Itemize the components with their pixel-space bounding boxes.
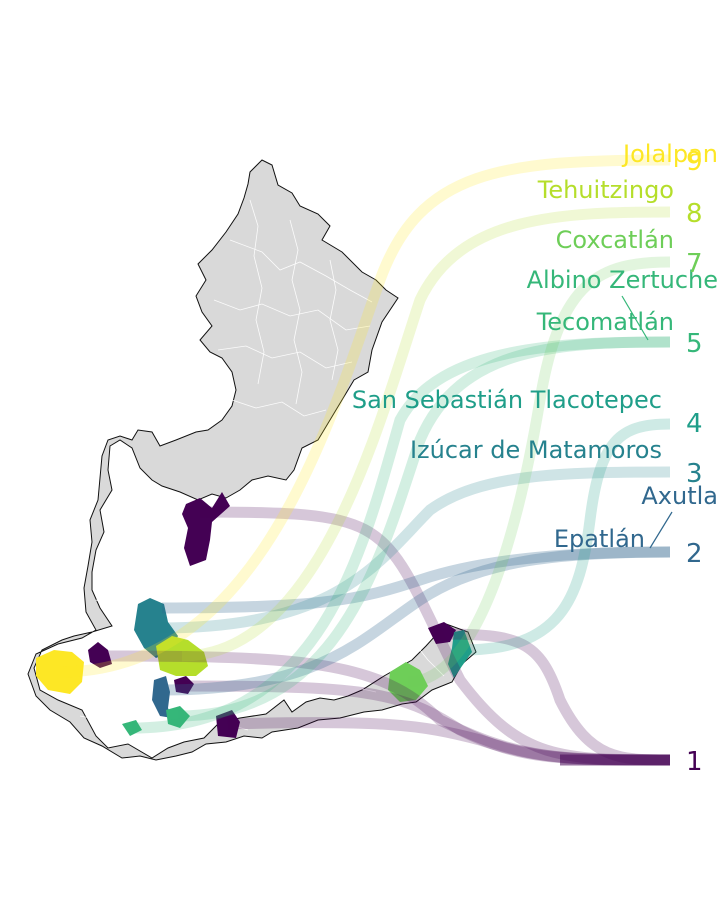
municipality-rank1-center xyxy=(174,676,194,694)
flow-ribbon-rank2 xyxy=(161,546,671,614)
rank-number-5: 5 xyxy=(686,329,703,359)
rank-number-3: 3 xyxy=(686,459,703,489)
rank-number-2: 2 xyxy=(686,539,703,569)
flow-ribbon-rank5 xyxy=(177,336,671,722)
municipality-rank7-coxcatlan xyxy=(388,662,428,702)
label-axutla: Axutla xyxy=(641,482,718,510)
flow-ribbons xyxy=(59,154,671,766)
municipality-rank8-tehuitzingo xyxy=(156,636,208,676)
label-tehuitzingo: Tehuitzingo xyxy=(537,176,674,204)
label-epatlan: Epatlán xyxy=(554,525,645,553)
label-coxcatlan: Coxcatlán xyxy=(556,226,674,254)
flow-ribbon-rank5 xyxy=(131,336,671,734)
label-izucar-de-matamoros: Izúcar de Matamoros xyxy=(410,436,662,464)
flow-ribbon-rank9 xyxy=(59,154,671,678)
flow-ribbon-rank7 xyxy=(407,256,671,688)
municipality-rank1-north xyxy=(182,492,230,566)
rank-number-7: 7 xyxy=(686,249,703,279)
rank-number-4: 4 xyxy=(686,409,703,439)
flow-ribbon-rank2 xyxy=(161,546,671,696)
rank-number-8: 8 xyxy=(686,199,703,229)
municipality-rank1-south xyxy=(216,710,240,738)
municipality-rank1-east xyxy=(428,622,456,644)
state-outline xyxy=(27,159,477,761)
flow-ribbon-rank4 xyxy=(461,418,671,656)
flow-ribbon-rank3 xyxy=(159,466,671,634)
municipality-rank2-epatlan xyxy=(152,676,172,718)
leader-line-albino xyxy=(621,295,649,341)
municipality-rank1-west xyxy=(88,642,112,668)
leader-line-axutla xyxy=(649,511,673,549)
municipality-rank5-albino xyxy=(122,720,142,736)
rank-number-9: 9 xyxy=(686,147,703,177)
rank-number-1: 1 xyxy=(686,747,703,777)
label-tecomatlan: Tecomatlán xyxy=(536,308,674,336)
label-jolalpan: Jolalpan xyxy=(621,140,718,168)
highlighted-municipalities xyxy=(36,492,472,738)
municipality-rank9-jolalpan xyxy=(36,650,84,694)
label-albino-zertuche: Albino Zertuche xyxy=(527,266,718,294)
municipality-rank4-tlacotepec xyxy=(448,630,472,678)
municipality-rank5-tecomatlan xyxy=(166,706,190,728)
label-san-sebastian-tlacotepec: San Sebastián Tlacotepec xyxy=(352,386,662,414)
flow-ribbon-rank8 xyxy=(181,206,671,662)
